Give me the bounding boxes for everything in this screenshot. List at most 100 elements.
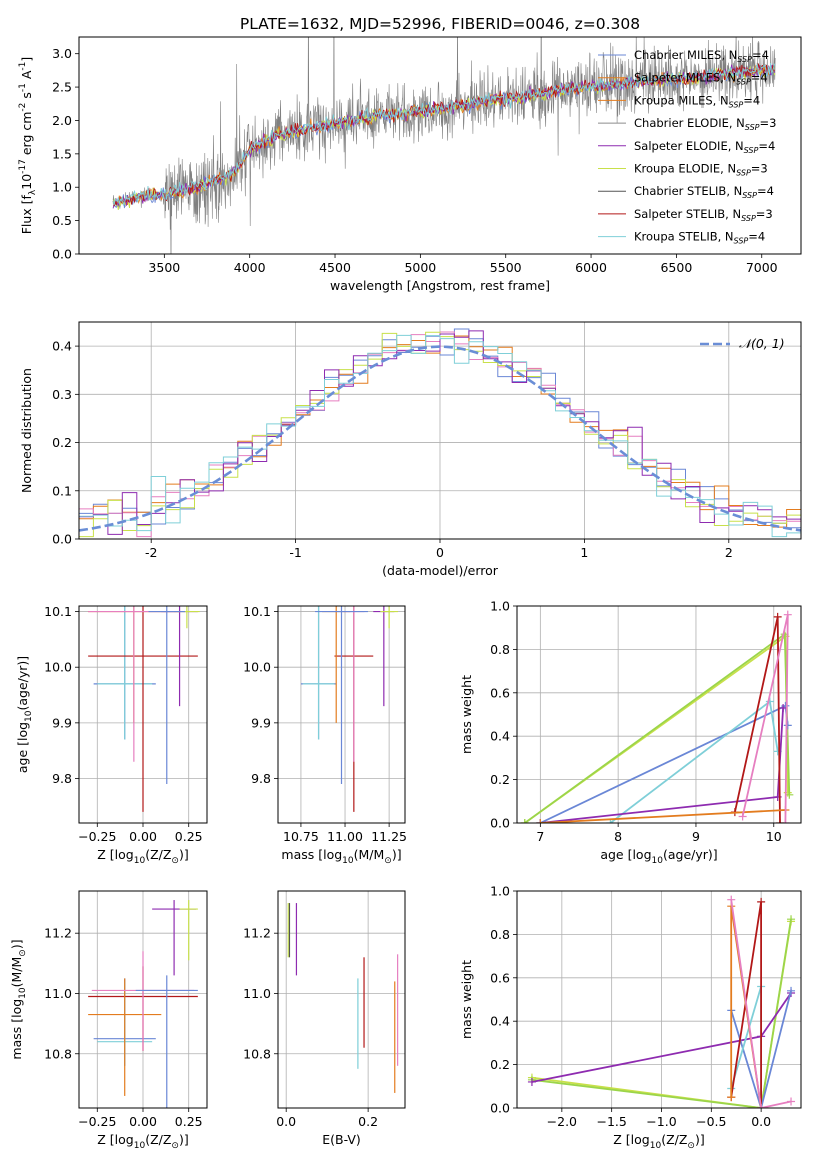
weight-marker <box>606 819 615 823</box>
x-tick-label: 4500 <box>319 260 351 275</box>
x-tick-label: 6000 <box>575 260 607 275</box>
weight-marker <box>757 1104 766 1108</box>
x-tick-label: −0.25 <box>78 829 116 844</box>
x-tick-label: 4000 <box>234 260 266 275</box>
y-tick-label: 0.2 <box>490 772 510 787</box>
weight-line <box>540 809 786 823</box>
normal-curve <box>79 345 801 532</box>
x-tick-label: 5000 <box>404 260 436 275</box>
axes-frame <box>277 605 406 824</box>
legend-entry: 𝒩(0, 1) <box>739 336 785 351</box>
errorbar-point <box>179 900 198 961</box>
x-tick-label: 0.00 <box>129 829 157 844</box>
x-axis-label: E(B-V) <box>322 1132 361 1147</box>
plot-area <box>79 328 801 538</box>
legend-entry: Chabrier ELODIE, NSSP=3 <box>634 116 776 132</box>
y-axis-label: age [log10​(age/yr)] <box>15 656 34 773</box>
errorbar-point <box>88 978 162 1096</box>
x-tick-label: 0.0 <box>751 1114 771 1129</box>
weight-line <box>531 919 792 1108</box>
x-tick-label: 8 <box>614 829 622 844</box>
x-tick-label: 0.25 <box>175 829 203 844</box>
model-spectrum-salpeter-elodie <box>112 64 776 209</box>
weight-marker <box>783 610 792 619</box>
weight-marker <box>781 819 790 823</box>
y-tick-label: 1.5 <box>52 146 72 161</box>
weight-marker <box>779 703 788 712</box>
x-tick-label: 7 <box>536 829 544 844</box>
x-tick-label: 10.75 <box>283 829 319 844</box>
y-tick-label: 0.2 <box>490 1057 510 1072</box>
y-tick-label: 10.1 <box>44 604 72 619</box>
y-tick-label: 0.2 <box>52 435 72 450</box>
weight-marker <box>773 612 782 621</box>
errorbar-point <box>302 606 335 740</box>
y-axis-label: mass weight <box>459 675 474 754</box>
y-tick-label: 9.8 <box>251 771 271 786</box>
errorbar-point <box>88 606 198 812</box>
plot-area <box>527 895 796 1108</box>
plot-area <box>88 900 198 1108</box>
weight-series-extra-pink <box>727 895 796 1108</box>
weight-marker <box>536 819 545 823</box>
x-axis-label: Z [log10​(Z/Z⊙​)] <box>613 1132 704 1151</box>
x-tick-label: -1 <box>289 545 301 560</box>
histogram-kroupa-stelib <box>79 334 801 538</box>
y-tick-label: 0.4 <box>490 1014 510 1029</box>
y-tick-label: 0.0 <box>52 247 72 262</box>
x-axis-label: mass [log10​(M/M⊙​)] <box>281 847 401 866</box>
errorbar-point <box>315 606 368 785</box>
errorbar-point <box>322 606 351 723</box>
y-tick-label: 3.0 <box>52 46 72 61</box>
x-tick-label: 10 <box>766 829 782 844</box>
x-tick-label: −2.0 <box>547 1114 577 1129</box>
y-axis-label: mass [log10​(M/M⊙​)] <box>9 939 28 1059</box>
x-tick-label: 6500 <box>660 260 692 275</box>
x-axis-label: Z [log10​(Z/Z⊙​)] <box>97 847 188 866</box>
y-tick-label: 0.8 <box>490 642 510 657</box>
panel-mass-vs-EBV: 0.0 0.2 10.8 11.0 11.2 E(B-V) <box>243 890 406 1147</box>
weight-marker <box>738 812 747 821</box>
y-tick-label: 2.5 <box>52 80 72 95</box>
weight-marker <box>757 897 766 906</box>
y-tick-label: 10.0 <box>243 660 271 675</box>
weight-line <box>730 990 792 1108</box>
x-tick-label: 1 <box>580 545 588 560</box>
errorbar-point <box>343 606 365 762</box>
errorbar-point <box>373 606 395 707</box>
x-tick-label: 7000 <box>746 260 778 275</box>
x-axis-label: (data-model)/error <box>382 563 499 578</box>
x-tick-label: 0.00 <box>129 1114 157 1129</box>
panel-residual-histogram: -2 -1 0 1 2 0.0 0.1 0.2 0.3 0.4 (data-model)/error… <box>19 321 802 578</box>
y-tick-label: 11.0 <box>44 986 72 1001</box>
weight-marker <box>787 986 796 995</box>
legend-entry: Chabrier MILES, NSSP=4 <box>634 48 769 64</box>
y-tick-label: 11.2 <box>44 926 72 941</box>
y-tick-label: 0.3 <box>52 387 72 402</box>
x-tick-label: -2 <box>145 545 157 560</box>
panel-age-vs-Z: −0.25 0.00 0.25 9.8 9.9 10.0 10.1 Z [log10​(Z/Z… <box>15 604 208 866</box>
y-tick-label: 0.5 <box>52 213 72 228</box>
legend-entry: Kroupa STELIB, NSSP=4 <box>634 230 765 246</box>
y-tick-label: 10.1 <box>243 604 271 619</box>
weight-marker <box>775 819 784 823</box>
plot-area <box>287 903 399 1093</box>
x-tick-label: −1.0 <box>646 1114 676 1129</box>
y-tick-label: 0.6 <box>490 685 510 700</box>
y-tick-label: 0.8 <box>490 927 510 942</box>
x-tick-label: 9 <box>692 829 700 844</box>
weight-marker <box>520 819 529 823</box>
y-tick-label: 9.9 <box>251 715 271 730</box>
panel-age-vs-mass: 10.75 11.00 11.25 9.8 9.9 10.0 10.1 mass [log10… <box>243 604 407 866</box>
panel-mass-weight-vs-Z: −2.0 −1.5 −1.0 −0.5 0.0 0.0 0.2 0.4 0.6 0.8 1.0 Z [… <box>459 884 802 1151</box>
plot-area <box>520 610 794 823</box>
axes-frame <box>78 36 802 255</box>
panel-spectrum: 3500 4000 4500 5000 5500 6000 6500 7000 0.0 0.5 1.… <box>18 36 802 293</box>
weight-series-extra-green <box>520 630 794 823</box>
x-tick-label: 3500 <box>148 260 180 275</box>
y-tick-label: 9.9 <box>52 715 72 730</box>
weight-marker <box>783 721 792 730</box>
errorbar-point <box>174 606 200 629</box>
y-tick-label: 11.2 <box>243 926 271 941</box>
weight-marker <box>527 1077 536 1086</box>
